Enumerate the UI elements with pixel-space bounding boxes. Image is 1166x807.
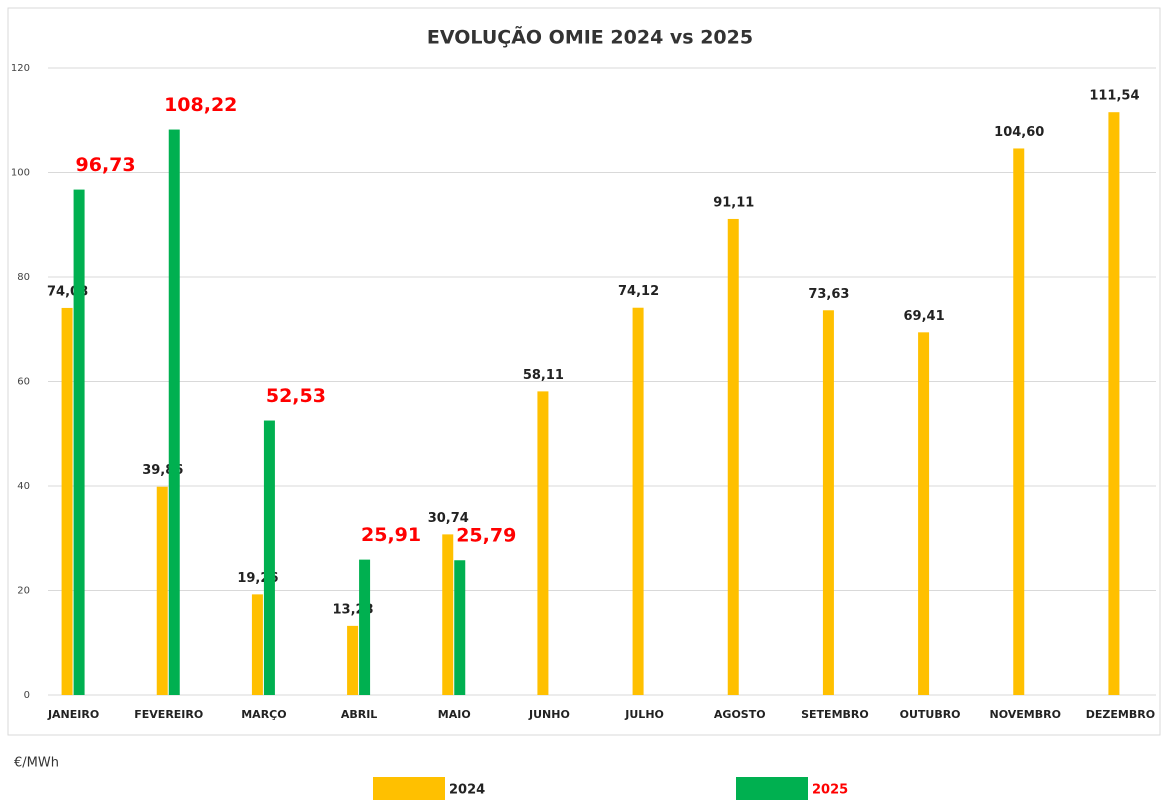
- bar: [727, 218, 739, 695]
- bar: [263, 420, 275, 695]
- data-label: 30,74: [428, 511, 469, 526]
- x-tick-label: JANEIRO: [47, 708, 99, 721]
- data-label: 111,54: [1089, 89, 1139, 104]
- y-tick-label: 80: [17, 272, 30, 283]
- data-label: 91,11: [713, 195, 754, 210]
- chart-title: EVOLUÇÃO OMIE 2024 vs 2025: [427, 25, 753, 49]
- legend-label: 2024: [449, 783, 485, 798]
- y-tick-label: 100: [11, 168, 30, 179]
- y-tick-label: 60: [17, 377, 30, 388]
- bar: [537, 391, 549, 695]
- x-tick-label: DEZEMBRO: [1086, 708, 1155, 721]
- data-label: 25,79: [456, 525, 516, 547]
- legend-swatch: [736, 777, 808, 800]
- bar: [1108, 112, 1120, 696]
- bar: [347, 625, 359, 695]
- y-tick-label: 0: [24, 690, 30, 701]
- x-tick-label: NOVEMBRO: [990, 708, 1061, 721]
- x-tick-label: SETEMBRO: [801, 708, 869, 721]
- data-label: 108,22: [164, 94, 237, 116]
- bar: [73, 189, 85, 695]
- x-tick-label: AGOSTO: [714, 708, 766, 721]
- x-tick-label: JULHO: [624, 708, 664, 721]
- data-label: 25,91: [361, 524, 421, 546]
- x-tick-label: JUNHO: [528, 708, 570, 721]
- x-tick-label: MAIO: [438, 708, 471, 721]
- y-tick-label: 40: [17, 481, 30, 492]
- data-label: 73,63: [808, 287, 849, 302]
- data-label: 52,53: [266, 385, 326, 407]
- bar: [61, 307, 73, 695]
- bar: [251, 594, 263, 695]
- data-label: 74,12: [618, 284, 659, 299]
- y-axis-label: €/MWh: [14, 756, 59, 771]
- x-tick-label: ABRIL: [341, 708, 377, 721]
- legend-label: 2025: [812, 783, 848, 798]
- bar: [359, 559, 371, 695]
- data-label: 69,41: [904, 309, 945, 324]
- y-tick-label: 20: [17, 586, 30, 597]
- bar: [918, 332, 930, 695]
- x-tick-label: FEVEREIRO: [134, 708, 203, 721]
- x-tick-label: MARÇO: [241, 708, 286, 721]
- bar: [632, 307, 644, 695]
- bar: [442, 534, 454, 695]
- legend-swatch: [373, 777, 445, 800]
- bar: [156, 486, 168, 695]
- data-label: 58,11: [523, 368, 564, 383]
- data-label: 96,73: [76, 154, 136, 176]
- y-tick-label: 120: [11, 63, 30, 74]
- data-label: 104,60: [994, 125, 1044, 140]
- bar: [454, 560, 466, 695]
- x-tick-label: OUTUBRO: [900, 708, 961, 721]
- chart-border: [7, 7, 1161, 736]
- bar: [168, 129, 180, 695]
- bar: [1013, 148, 1025, 696]
- bar: [822, 310, 834, 695]
